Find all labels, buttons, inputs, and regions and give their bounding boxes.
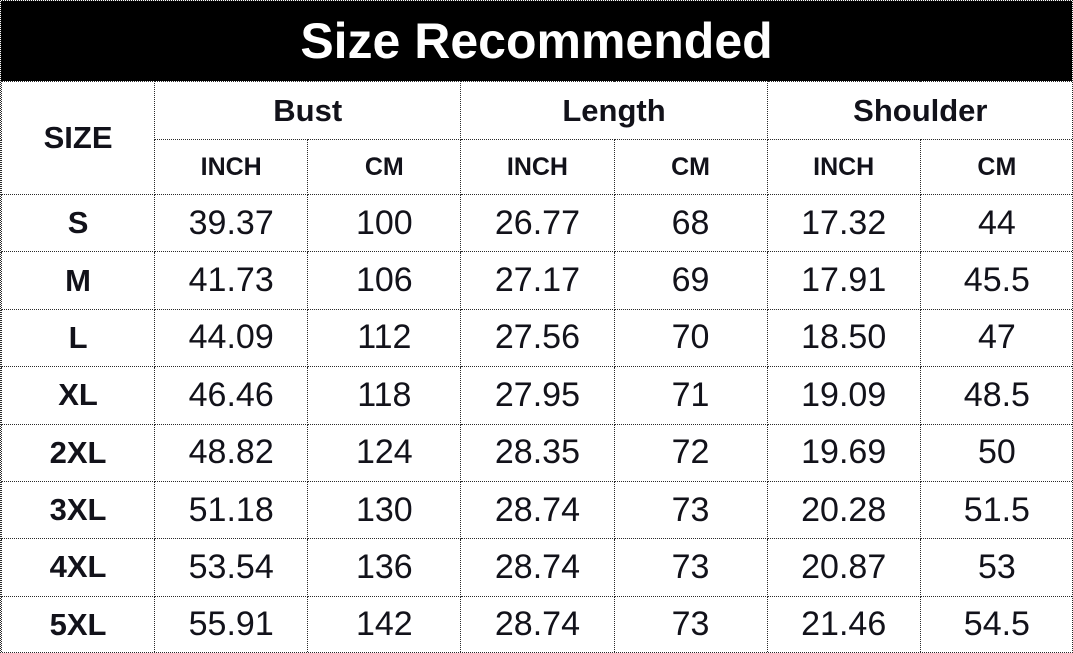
length-inch-cell: 27.17: [460, 251, 615, 310]
shoulder-inch-cell: 20.87: [766, 538, 921, 597]
page-title: Size Recommended: [300, 13, 773, 69]
bust-inch-cell: 55.91: [154, 595, 309, 652]
shoulder-inch-cell: 18.50: [766, 308, 921, 368]
table-row-3xl: 3XL 51.18 130 28.74 73 20.28 51.5: [1, 480, 1072, 540]
bust-inch-cell: 46.46: [154, 366, 309, 425]
length-inch-cell: 28.74: [460, 480, 615, 540]
bust-inch-cell: 41.73: [154, 251, 309, 310]
unit-header-shoulder-inch: INCH: [766, 139, 921, 195]
bust-inch-cell: 39.37: [154, 193, 309, 253]
length-inch-cell: 27.56: [460, 308, 615, 368]
shoulder-cm-cell: 51.5: [919, 480, 1072, 540]
shoulder-inch-cell: 20.28: [766, 480, 921, 540]
table-row-s: S 39.37 100 26.77 68 17.32 44: [1, 193, 1072, 253]
bust-cm-cell: 100: [307, 193, 462, 253]
unit-header-bust-inch: INCH: [154, 139, 309, 195]
size-cell: 4XL: [1, 538, 156, 597]
size-cell: 3XL: [1, 480, 156, 540]
length-cm-cell: 73: [613, 480, 768, 540]
length-inch-cell: 28.74: [460, 595, 615, 652]
shoulder-inch-cell: 17.91: [766, 251, 921, 310]
bust-inch-cell: 48.82: [154, 423, 309, 482]
bust-inch-cell: 53.54: [154, 538, 309, 597]
size-cell: M: [1, 251, 156, 310]
bust-cm-cell: 142: [307, 595, 462, 652]
table-row-5xl: 5XL 55.91 142 28.74 73 21.46 54.5: [1, 595, 1072, 652]
bust-cm-cell: 118: [307, 366, 462, 425]
group-header-row: SIZE Bust Length Shoulder: [1, 81, 1072, 195]
length-cm-cell: 72: [613, 423, 768, 482]
bust-inch-cell: 44.09: [154, 308, 309, 368]
size-cell: S: [1, 193, 156, 253]
table-row-2xl: 2XL 48.82 124 28.35 72 19.69 50: [1, 423, 1072, 482]
length-inch-cell: 28.74: [460, 538, 615, 597]
shoulder-inch-cell: 17.32: [766, 193, 921, 253]
table-row-m: M 41.73 106 27.17 69 17.91 45.5: [1, 251, 1072, 310]
unit-header-length-cm: CM: [613, 139, 768, 195]
length-cm-cell: 73: [613, 538, 768, 597]
length-inch-cell: 26.77: [460, 193, 615, 253]
bust-cm-cell: 106: [307, 251, 462, 310]
shoulder-cm-cell: 53: [919, 538, 1072, 597]
length-cm-cell: 73: [613, 595, 768, 652]
shoulder-inch-cell: 19.69: [766, 423, 921, 482]
bust-cm-cell: 124: [307, 423, 462, 482]
unit-header-length-inch: INCH: [460, 139, 615, 195]
size-cell: 5XL: [1, 595, 156, 652]
shoulder-inch-cell: 21.46: [766, 595, 921, 652]
unit-header-bust-cm: CM: [307, 139, 462, 195]
length-cm-cell: 70: [613, 308, 768, 368]
bust-cm-cell: 136: [307, 538, 462, 597]
table-row-xl: XL 46.46 118 27.95 71 19.09 48.5: [1, 366, 1072, 425]
unit-header-row: INCH CM INCH CM INCH CM: [2, 139, 1072, 195]
bust-cm-cell: 112: [307, 308, 462, 368]
size-cell: XL: [1, 366, 156, 425]
shoulder-cm-cell: 54.5: [919, 595, 1072, 652]
shoulder-cm-cell: 45.5: [919, 251, 1072, 310]
bust-inch-cell: 51.18: [154, 480, 309, 540]
table-row-4xl: 4XL 53.54 136 28.74 73 20.87 53: [1, 538, 1072, 597]
size-table: SIZE Bust Length Shoulder INCH CM INCH C…: [1, 81, 1072, 652]
shoulder-inch-cell: 19.09: [766, 366, 921, 425]
shoulder-cm-cell: 48.5: [919, 366, 1072, 425]
column-header-size: SIZE: [1, 81, 156, 195]
title-bar: Size Recommended: [1, 1, 1072, 81]
shoulder-cm-cell: 47: [919, 308, 1072, 368]
column-header-bust: Bust: [154, 81, 462, 140]
column-header-shoulder: Shoulder: [766, 81, 1072, 140]
bust-cm-cell: 130: [307, 480, 462, 540]
length-inch-cell: 28.35: [460, 423, 615, 482]
size-cell: 2XL: [1, 423, 156, 482]
table-row-l: L 44.09 112 27.56 70 18.50 47: [1, 308, 1072, 368]
length-cm-cell: 71: [613, 366, 768, 425]
length-inch-cell: 27.95: [460, 366, 615, 425]
length-cm-cell: 68: [613, 193, 768, 253]
size-cell: L: [1, 308, 156, 368]
column-header-length: Length: [460, 81, 768, 140]
shoulder-cm-cell: 44: [919, 193, 1072, 253]
unit-header-shoulder-cm: CM: [919, 139, 1072, 195]
shoulder-cm-cell: 50: [919, 423, 1072, 482]
length-cm-cell: 69: [613, 251, 768, 310]
